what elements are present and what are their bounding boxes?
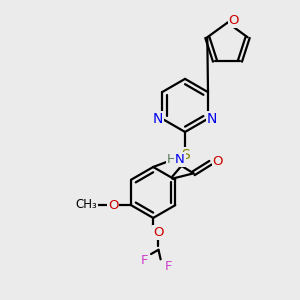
Text: F: F [141,254,148,267]
Text: O: O [213,155,223,168]
Text: F: F [164,260,172,273]
Text: S: S [181,148,189,162]
Text: CH₃: CH₃ [76,198,98,211]
Text: N: N [207,112,217,126]
Text: H: H [167,153,176,166]
Text: O: O [153,226,164,239]
Text: O: O [229,14,239,27]
Text: N: N [153,112,163,126]
Text: N: N [175,153,184,166]
Text: O: O [108,199,118,212]
